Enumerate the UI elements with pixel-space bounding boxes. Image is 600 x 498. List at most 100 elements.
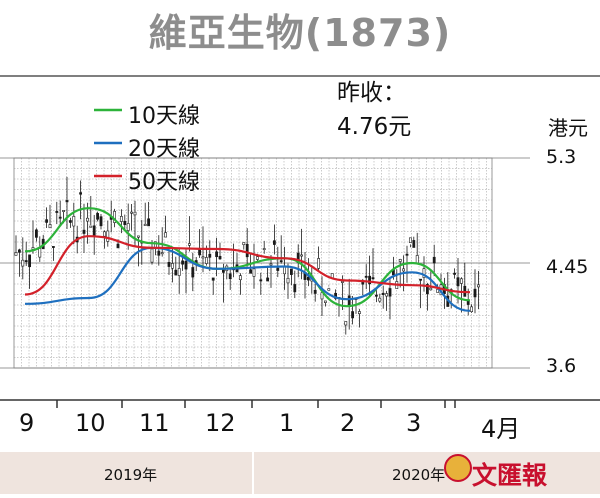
price-candle: [181, 260, 185, 265]
price-candle: [130, 211, 134, 214]
price-candle: [422, 268, 426, 278]
price-candle: [269, 263, 273, 266]
price-candle: [344, 321, 348, 326]
price-candle: [72, 216, 76, 227]
price-candle: [473, 288, 477, 298]
price-candle: [211, 277, 215, 281]
price-candle: [208, 253, 212, 258]
price-candle: [266, 277, 270, 282]
price-candle: [51, 246, 55, 248]
price-candle: [82, 229, 86, 234]
price-candle: [436, 289, 440, 293]
price-candle: [55, 211, 59, 213]
price-candle: [48, 224, 52, 229]
price-candle: [147, 218, 151, 227]
price-candle: [188, 243, 191, 246]
price-candle: [62, 210, 66, 212]
price-candle: [69, 220, 72, 223]
price-candle: [262, 248, 266, 250]
price-candle: [293, 284, 297, 293]
price-candle: [249, 269, 253, 274]
year-band: [0, 452, 600, 494]
price-candle: [388, 288, 392, 297]
price-candle: [116, 243, 120, 249]
price-candle: [160, 252, 164, 255]
price-candle: [164, 232, 168, 238]
price-candle: [58, 216, 62, 219]
price-candle: [157, 250, 161, 256]
x-tick-label: 12: [205, 409, 236, 437]
price-candle: [408, 237, 412, 243]
price-candle: [476, 284, 480, 288]
year-label-2019: 2019年: [104, 466, 158, 484]
price-candle: [357, 311, 361, 314]
price-candle: [456, 277, 460, 287]
price-candle: [347, 295, 351, 306]
newspaper-logo-emblem: [444, 454, 472, 482]
price-candle: [425, 284, 429, 295]
price-candle: [228, 273, 232, 280]
price-candle: [218, 255, 222, 260]
price-candle: [99, 216, 103, 227]
price-candle: [126, 223, 130, 231]
price-candle: [453, 272, 457, 275]
y-tick-label: 5.3: [546, 146, 577, 168]
price-candle: [276, 267, 280, 271]
price-candle: [351, 311, 355, 319]
price-candle: [21, 259, 25, 267]
price-candle: [174, 269, 178, 276]
price-candle: [340, 281, 344, 283]
price-candle: [419, 278, 423, 281]
price-candle: [120, 216, 123, 222]
legend-label-ma50: 50天線: [128, 170, 200, 195]
close-label: 昨收：: [337, 80, 406, 106]
year-divider: [252, 452, 254, 494]
price-candle: [38, 248, 42, 258]
price-candle: [317, 258, 321, 269]
price-candle: [368, 275, 372, 285]
price-candle: [381, 292, 385, 295]
price-candle: [143, 223, 147, 226]
price-candle: [65, 200, 69, 203]
chart-title: 維亞生物(1873): [148, 11, 452, 55]
price-candle: [24, 260, 28, 262]
price-candle: [432, 256, 436, 264]
x-tick-label: 3: [406, 409, 422, 437]
legend-label-ma10: 10天線: [128, 104, 200, 129]
x-tick-label: 9: [19, 409, 35, 437]
price-candle: [106, 230, 110, 242]
price-candle: [123, 221, 127, 225]
price-candle: [259, 279, 263, 282]
x-tick-label: 10: [75, 409, 106, 437]
price-candle: [184, 260, 188, 270]
price-candle: [289, 268, 293, 275]
price-candle: [313, 289, 317, 294]
ma10-line: [24, 207, 471, 308]
newspaper-logo: 文匯報: [472, 461, 548, 490]
price-candle: [255, 256, 259, 260]
close-value: 4.76元: [337, 114, 412, 140]
price-candle: [245, 243, 249, 258]
price-candle: [222, 269, 225, 273]
price-candle: [371, 277, 375, 280]
legend-label-ma20: 20天線: [128, 137, 200, 162]
price-candle: [306, 276, 310, 281]
price-candle: [378, 297, 382, 302]
price-candle: [429, 287, 433, 291]
price-candle: [405, 253, 409, 256]
price-candle: [361, 281, 365, 285]
price-candle: [96, 213, 100, 220]
price-candle: [17, 249, 21, 253]
price-candle: [286, 277, 290, 284]
price-candle: [252, 268, 256, 277]
price-candle: [242, 242, 246, 246]
price-candle: [133, 211, 137, 216]
price-candle: [364, 275, 368, 278]
y-tick-label: 4.45: [546, 256, 589, 278]
price-candle: [327, 288, 331, 291]
price-candle: [272, 240, 276, 245]
price-candle: [89, 225, 93, 228]
ma50-line: [24, 235, 471, 296]
x-tick-label: 11: [139, 409, 170, 437]
